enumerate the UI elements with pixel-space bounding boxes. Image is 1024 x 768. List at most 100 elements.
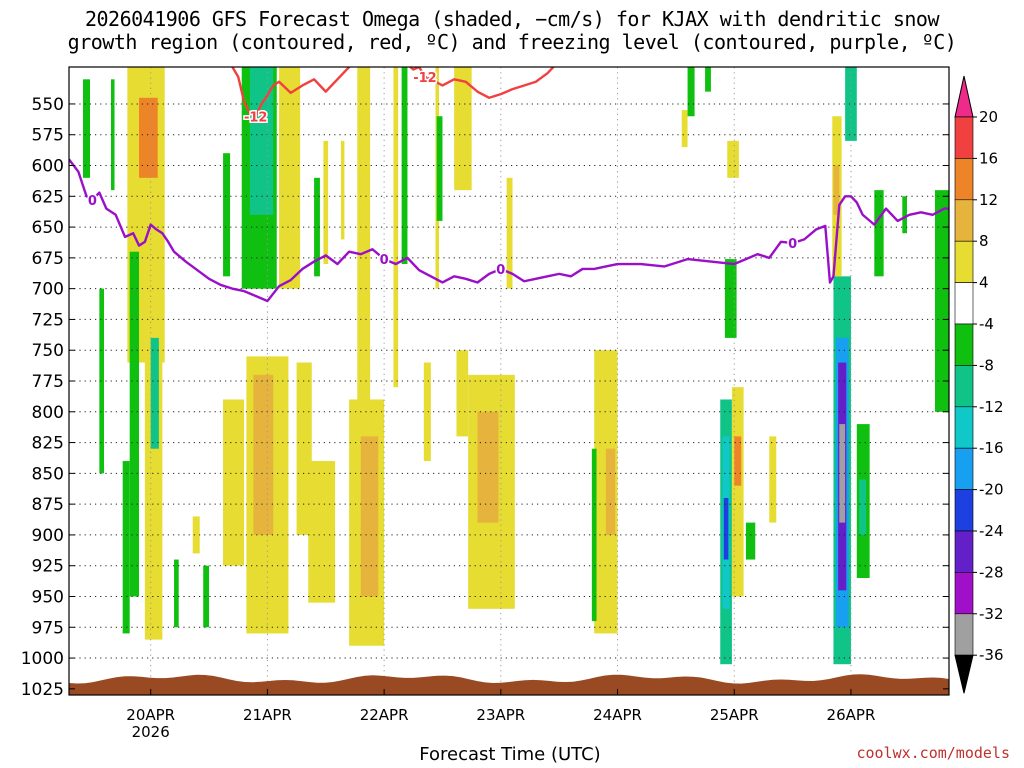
omega-cell-43 xyxy=(723,497,729,560)
omega-cell-37 xyxy=(506,177,513,289)
omega-cell-8 xyxy=(122,461,130,634)
colorbar-bottom-arrow xyxy=(954,654,974,694)
omega-cell-18 xyxy=(253,374,274,535)
y-tick-label-625: 625 xyxy=(32,187,64,207)
colorbar-segment-11 xyxy=(954,530,974,573)
chart-title: 2026041906 GFS Forecast Omega (shaded, −… xyxy=(0,8,1024,54)
y-tick-label-900: 900 xyxy=(32,526,64,546)
colorbar-label-12: -32 xyxy=(979,605,1004,623)
omega-cell-5 xyxy=(129,251,140,597)
ground-terrain xyxy=(69,674,949,695)
omega-cell-33 xyxy=(459,116,466,154)
omega-cell-22 xyxy=(323,140,329,265)
omega-cell-7 xyxy=(150,337,159,449)
y-tick-label-875: 875 xyxy=(32,495,64,515)
omega-cell-60 xyxy=(874,190,884,277)
omega-cell-63 xyxy=(687,67,695,117)
omega-cell-38 xyxy=(594,350,618,634)
dgz-label-1: -12 xyxy=(244,110,268,125)
omega-cell-59 xyxy=(859,479,867,535)
omega-cell-45 xyxy=(734,436,742,486)
y-tick-label-975: 975 xyxy=(32,618,64,638)
y-tick-label-925: 925 xyxy=(32,557,64,577)
colorbar-label-8: -16 xyxy=(979,439,1004,457)
omega-cell-62 xyxy=(934,190,949,412)
omega-cell-25 xyxy=(360,436,379,597)
omega-cell-23 xyxy=(340,140,345,240)
omega-cell-47 xyxy=(727,140,739,178)
omega-cell-44 xyxy=(731,387,744,597)
omega-cell-30 xyxy=(423,362,431,462)
y-tick-label-850: 850 xyxy=(32,464,64,484)
omega-cell-64 xyxy=(705,67,711,92)
credit-text: coolwx.com/models xyxy=(856,744,1010,762)
omega-cell-20 xyxy=(203,565,210,628)
omega-cell-36 xyxy=(477,411,499,523)
omega-cell-50 xyxy=(769,436,777,523)
freezing-label-1: 0 xyxy=(88,194,97,209)
colorbar-segment-8 xyxy=(954,406,974,449)
freezing-label-2: 0 xyxy=(380,253,389,268)
omega-cell-9 xyxy=(174,559,179,628)
omega-cell-31 xyxy=(436,116,443,221)
colorbar-segment-3 xyxy=(954,199,974,242)
y-tick-label-675: 675 xyxy=(32,249,64,269)
y-tick-label-800: 800 xyxy=(32,403,64,423)
omega-cell-39 xyxy=(605,448,616,535)
colorbar-segment-2 xyxy=(954,158,974,201)
y-tick-label-650: 650 xyxy=(32,218,64,238)
omega-cell-27 xyxy=(393,67,399,388)
y-tick-label-825: 825 xyxy=(32,434,64,454)
colorbar-segment-13 xyxy=(954,613,974,656)
colorbar-label-13: -36 xyxy=(979,646,1004,664)
freezing-label-3: 0 xyxy=(496,263,505,278)
dgz-contour-line xyxy=(231,67,556,118)
y-tick-label-575: 575 xyxy=(32,126,64,146)
y-tick-label-750: 750 xyxy=(32,341,64,361)
colorbar: 20 16 12 8 4 -4 -8 -12 -16 -20 -24 -28 -32 -36 xyxy=(954,75,1004,694)
y-tick-label-775: 775 xyxy=(32,372,64,392)
colorbar-segment-10 xyxy=(954,489,974,532)
omega-cell-10 xyxy=(192,516,200,554)
x-tick-label-5: 25APR xyxy=(710,706,759,724)
omega-cell-46 xyxy=(724,259,737,338)
colorbar-segment-1 xyxy=(954,116,974,159)
colorbar-label-7: -12 xyxy=(979,398,1004,416)
colorbar-label-11: -28 xyxy=(979,563,1004,581)
colorbar-top-arrow xyxy=(954,75,974,118)
x-axis-title: Forecast Time (UTC) xyxy=(419,744,601,765)
title-line-1: 2026041906 GFS Forecast Omega (shaded, −… xyxy=(84,7,940,31)
title-line-2: growth region (contoured, red, ºC) and f… xyxy=(67,30,957,54)
y-tick-label-950: 950 xyxy=(32,587,64,607)
y-axis: 550 575 600 625 650 675 700 725 750 775 800 825 850 8… xyxy=(21,95,949,700)
y-tick-label-600: 600 xyxy=(32,157,64,177)
contour-layer: 0 0 0 0 -12 -12 xyxy=(69,67,949,303)
omega-cell-34 xyxy=(456,350,469,437)
freezing-label-4: 0 xyxy=(788,237,797,252)
colorbar-label-10: -24 xyxy=(979,522,1004,540)
omega-cell-28 xyxy=(401,67,408,265)
grid-lines xyxy=(69,67,949,695)
x-tick-sublabel-0: 2026 xyxy=(132,723,170,741)
omega-cell-0 xyxy=(83,79,91,178)
colorbar-segment-6 xyxy=(954,323,974,366)
omega-cell-13 xyxy=(223,153,231,277)
colorbar-segment-4 xyxy=(954,240,974,283)
omega-cell-4 xyxy=(99,288,105,474)
x-tick-label-6: 26APR xyxy=(827,706,876,724)
colorbar-segment-7 xyxy=(954,365,974,408)
omega-cell-16 xyxy=(223,399,245,566)
colorbar-label-3: 8 xyxy=(979,232,989,250)
x-tick-label-2: 22APR xyxy=(360,706,409,724)
omega-cell-21 xyxy=(357,67,371,412)
colorbar-segment-12 xyxy=(954,572,974,615)
omega-cell-19 xyxy=(296,362,312,535)
colorbar-label-6: -8 xyxy=(979,356,994,374)
x-tick-label-1: 21APR xyxy=(243,706,292,724)
colorbar-label-2: 12 xyxy=(979,191,998,209)
omega-cell-3 xyxy=(139,97,158,178)
omega-cell-26 xyxy=(308,461,336,603)
colorbar-segment-9 xyxy=(954,447,974,490)
